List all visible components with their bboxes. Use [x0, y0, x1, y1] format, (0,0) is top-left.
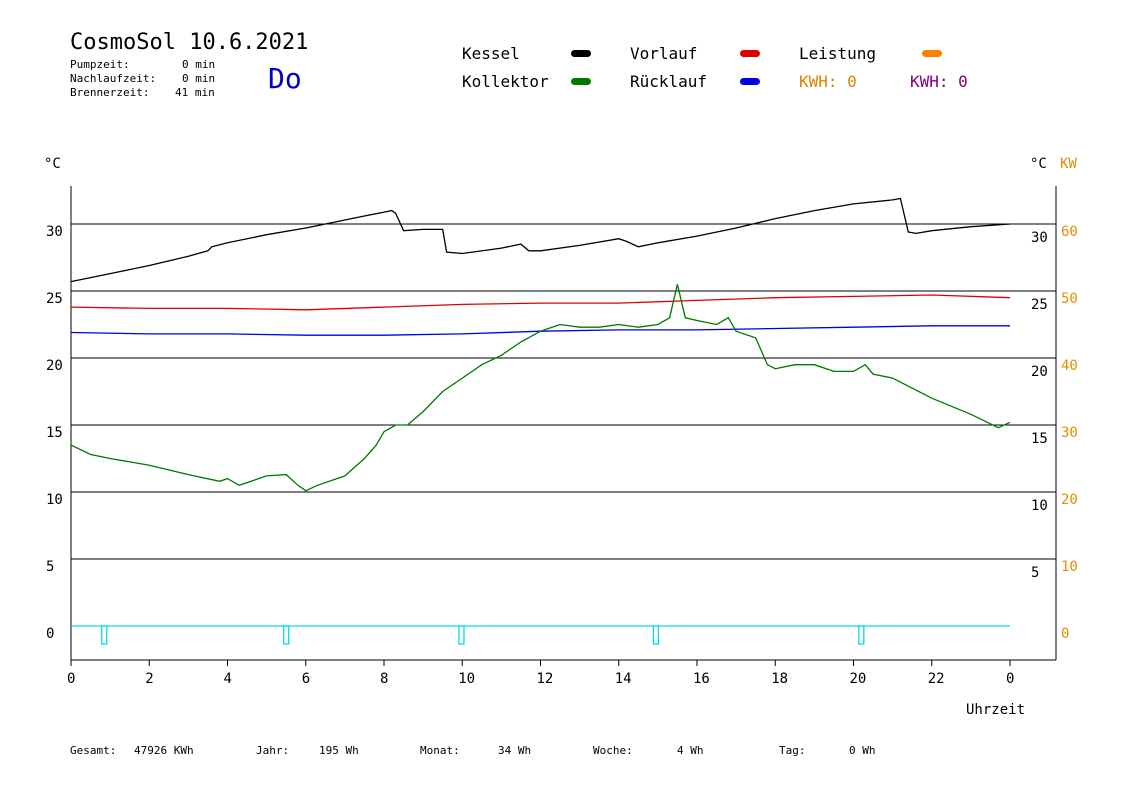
pump-marker: [101, 625, 108, 645]
y-tick-right-c: 30: [1031, 230, 1048, 246]
y-tick-right-c: 20: [1031, 364, 1048, 380]
footer-gesamt-value: 47926 KWh: [134, 744, 194, 757]
weekday-label: Do: [268, 62, 302, 95]
y-tick-left: 15: [46, 425, 63, 441]
legend-kwh-orange: KWH: 0: [799, 72, 857, 91]
legend-kwh-purple: KWH: 0: [910, 72, 968, 91]
legend-ruecklauf: Rücklauf: [630, 72, 708, 91]
legend-vorlauf-swatch: [740, 50, 760, 57]
chart-title: CosmoSol 10.6.2021: [70, 30, 309, 55]
pumpzeit-value: 0 min: [182, 58, 216, 71]
footer-tag-value: 0 Wh: [849, 744, 876, 757]
x-tick-label: 14: [615, 671, 632, 687]
x-tick-label: 22: [928, 671, 945, 687]
y-tick-right-kw: 30: [1061, 425, 1078, 441]
y-tick-right-kw: 10: [1061, 559, 1078, 575]
pump-marker: [458, 625, 465, 645]
legend-leistung: Leistung: [799, 44, 877, 63]
footer-monat-value: 34 Wh: [498, 744, 532, 757]
y-tick-left: 0: [46, 626, 54, 642]
pump-marker: [283, 625, 290, 645]
x-tick-label: 18: [771, 671, 788, 687]
legend-kessel-swatch: [571, 50, 591, 57]
y-tick-left: 30: [46, 224, 63, 240]
footer-monat-label: Monat:: [420, 744, 460, 757]
y-tick-right-c: 15: [1031, 431, 1048, 447]
y-tick-right-kw: 60: [1061, 224, 1078, 240]
pump-marker: [652, 625, 660, 645]
y-tick-right-kw: 20: [1061, 492, 1078, 508]
x-tick-label: 10: [458, 671, 475, 687]
nachlauf-value: 0 min: [182, 72, 216, 85]
y-tick-left: 5: [46, 559, 54, 575]
right-axis-unit-kw: KW: [1060, 156, 1077, 172]
y-tick-left: 25: [46, 291, 63, 307]
y-tick-right-kw: 40: [1061, 358, 1078, 374]
pumpzeit-label: Pumpzeit:: [70, 58, 130, 71]
x-tick-label: 20: [850, 671, 867, 687]
y-tick-left: 10: [46, 492, 63, 508]
series-kessel: [70, 197, 1011, 283]
footer-woche-label: Woche:: [593, 744, 633, 757]
brenner-value: 41 min: [175, 86, 215, 99]
footer-gesamt-label: Gesamt:: [70, 744, 117, 757]
right-axis-unit-c: °C: [1030, 156, 1047, 172]
series-kollektor: [70, 284, 1011, 492]
legend-ruecklauf-swatch: [740, 78, 760, 85]
footer-tag-label: Tag:: [779, 744, 806, 757]
nachlauf-label: Nachlaufzeit:: [70, 72, 157, 85]
legend-kollektor-swatch: [571, 78, 591, 85]
y-tick-right-kw: 50: [1061, 291, 1078, 307]
x-tick-label: 16: [693, 671, 710, 687]
x-tick-label: 0: [1006, 671, 1014, 687]
y-tick-right-c: 5: [1031, 565, 1039, 581]
legend-vorlauf: Vorlauf: [630, 44, 698, 63]
legend-kollektor: Kollektor: [462, 72, 549, 91]
x-tick-label: 2: [145, 671, 153, 687]
y-tick-right-kw: 0: [1061, 626, 1069, 642]
y-tick-left: 20: [46, 358, 63, 374]
footer-jahr-value: 195 Wh: [319, 744, 359, 757]
series-ruecklauf: [70, 325, 1010, 336]
x-axis-label: Uhrzeit: [966, 702, 1026, 718]
x-tick-label: 4: [224, 671, 232, 687]
pump-marker: [858, 625, 865, 645]
x-tick-label: 8: [380, 671, 388, 687]
y-tick-right-c: 25: [1031, 297, 1048, 313]
x-tick-label: 0: [67, 671, 75, 687]
footer-jahr-label: Jahr:: [256, 744, 290, 757]
legend-kessel: Kessel: [462, 44, 520, 63]
brenner-label: Brennerzeit:: [70, 86, 150, 99]
series-vorlauf: [70, 294, 1011, 311]
left-axis-unit: °C: [44, 156, 61, 172]
legend-leistung-swatch: [922, 50, 942, 57]
x-tick-label: 6: [302, 671, 310, 687]
x-tick-label: 12: [537, 671, 554, 687]
y-tick-right-c: 10: [1031, 498, 1048, 514]
footer-woche-value: 4 Wh: [677, 744, 704, 757]
